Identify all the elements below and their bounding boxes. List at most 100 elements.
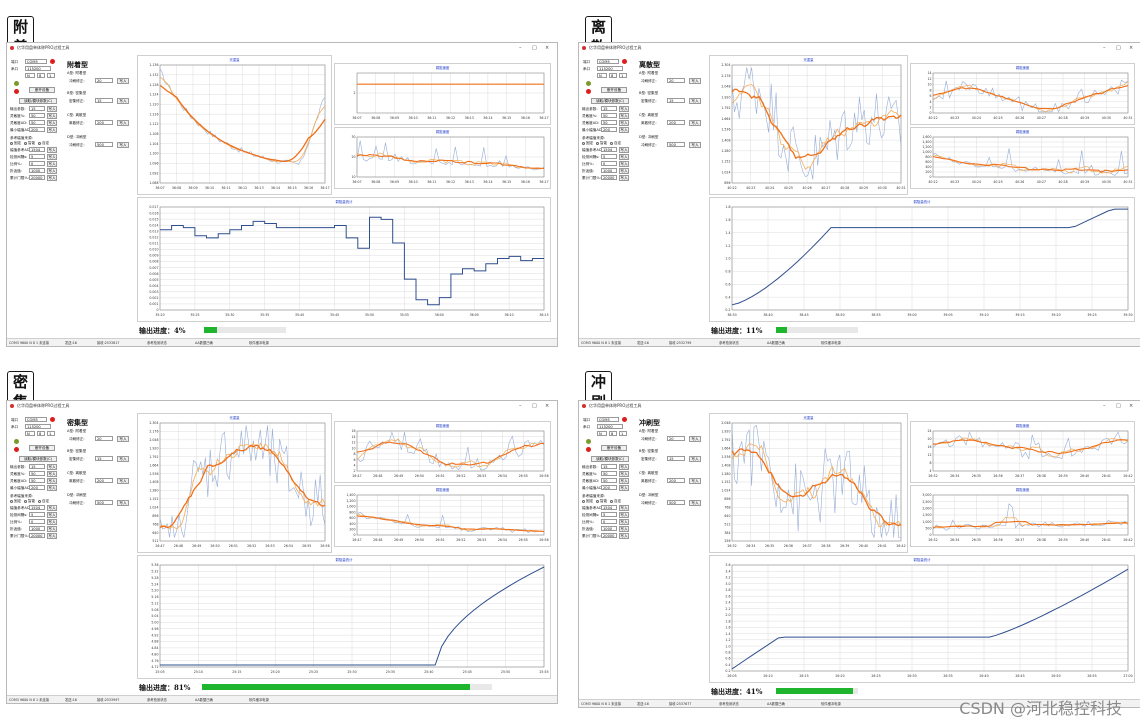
disconnect-button[interactable]: 断开设备 bbox=[29, 87, 55, 93]
a-correction-input[interactable]: 20 bbox=[667, 78, 685, 83]
d-write-button[interactable]: 写入 bbox=[689, 142, 701, 148]
d-correction-input[interactable]: 500 bbox=[95, 500, 113, 505]
c-correction-input[interactable]: 200 bbox=[95, 478, 113, 483]
databits-select[interactable]: 8 bbox=[37, 431, 45, 436]
sample-write-button[interactable]: 写入 bbox=[47, 526, 57, 532]
c-correction-input[interactable]: 200 bbox=[667, 478, 685, 483]
output-write-button[interactable]: 写入 bbox=[47, 106, 57, 112]
output-write-button[interactable]: 写入 bbox=[619, 464, 629, 470]
read-params-button[interactable]: 读取/模块参数(C) bbox=[19, 456, 57, 462]
databits-select[interactable]: 8 bbox=[37, 73, 45, 78]
radio-fixed[interactable] bbox=[10, 500, 13, 503]
read-params-button[interactable]: 读取/模块参数(C) bbox=[19, 98, 57, 104]
c-write-button[interactable]: 写入 bbox=[689, 478, 701, 484]
a-write-button[interactable]: 写入 bbox=[117, 78, 129, 84]
a-correction-input[interactable]: 20 bbox=[95, 78, 113, 83]
parity-select[interactable]: N bbox=[25, 431, 35, 436]
radio-fixed[interactable] bbox=[582, 142, 585, 145]
b-correction-input[interactable]: 15 bbox=[95, 98, 113, 103]
parity-select[interactable]: N bbox=[597, 431, 607, 436]
disconnect-button[interactable]: 断开设备 bbox=[601, 445, 627, 451]
close-icon[interactable]: × bbox=[1129, 45, 1134, 51]
port-select[interactable]: COM5 bbox=[25, 59, 47, 64]
bias-input[interactable]: 50 bbox=[601, 113, 617, 118]
sample-input[interactable]: 1000 bbox=[601, 526, 617, 531]
thresh-input[interactable]: 20000 bbox=[29, 175, 45, 180]
ref_ad-write-button[interactable]: 写入 bbox=[619, 147, 629, 153]
bias-input[interactable]: 50 bbox=[29, 471, 45, 476]
minimize-icon[interactable]: – bbox=[519, 45, 522, 51]
interval-input[interactable]: 5 bbox=[29, 154, 45, 159]
stopbits-select[interactable]: 1 bbox=[619, 431, 627, 436]
ref_ad-write-button[interactable]: 写入 bbox=[619, 505, 629, 511]
radio-smart[interactable] bbox=[596, 500, 599, 503]
bias-write-button[interactable]: 写入 bbox=[619, 113, 629, 119]
ref_ad-input[interactable]: 1504 bbox=[29, 505, 45, 510]
sample-write-button[interactable]: 写入 bbox=[47, 168, 57, 174]
interval-write-button[interactable]: 写入 bbox=[47, 154, 57, 160]
disconnect-button[interactable]: 断开设备 bbox=[29, 445, 55, 451]
a-write-button[interactable]: 写入 bbox=[689, 78, 701, 84]
nad-input[interactable]: 50 bbox=[29, 120, 45, 125]
databits-select[interactable]: 8 bbox=[609, 431, 617, 436]
maximize-icon[interactable]: □ bbox=[532, 45, 537, 51]
output-input[interactable]: 15 bbox=[601, 464, 617, 469]
stopbits-select[interactable]: 1 bbox=[619, 73, 627, 78]
d-write-button[interactable]: 写入 bbox=[689, 500, 701, 506]
thresh-write-button[interactable]: 写入 bbox=[47, 533, 57, 539]
d-correction-input[interactable]: 500 bbox=[667, 142, 685, 147]
minimize-icon[interactable]: – bbox=[519, 403, 522, 409]
d-write-button[interactable]: 写入 bbox=[117, 500, 129, 506]
ref_ad-write-button[interactable]: 写入 bbox=[47, 147, 57, 153]
radio-custom[interactable] bbox=[610, 500, 613, 503]
c-write-button[interactable]: 写入 bbox=[117, 478, 129, 484]
output-write-button[interactable]: 写入 bbox=[619, 106, 629, 112]
disconnect-button[interactable]: 断开设备 bbox=[601, 87, 627, 93]
parity-select[interactable]: N bbox=[25, 73, 35, 78]
bias-write-button[interactable]: 写入 bbox=[47, 471, 57, 477]
ratio-write-button[interactable]: 写入 bbox=[619, 161, 629, 167]
minimize-icon[interactable]: – bbox=[1103, 45, 1106, 51]
thresh-input[interactable]: 20000 bbox=[601, 533, 617, 538]
b-correction-input[interactable]: 15 bbox=[95, 456, 113, 461]
close-icon[interactable]: × bbox=[545, 45, 550, 51]
b-write-button[interactable]: 写入 bbox=[689, 98, 701, 104]
sample-input[interactable]: 1000 bbox=[29, 168, 45, 173]
min_ad-input[interactable]: 200 bbox=[601, 485, 617, 490]
radio-fixed[interactable] bbox=[10, 142, 13, 145]
interval-input[interactable]: 5 bbox=[601, 512, 617, 517]
bias-input[interactable]: 50 bbox=[29, 113, 45, 118]
nad-write-button[interactable]: 写入 bbox=[619, 478, 629, 484]
interval-input[interactable]: 5 bbox=[601, 154, 617, 159]
baud-select[interactable]: 115200 bbox=[25, 424, 51, 429]
read-params-button[interactable]: 读取/模块参数(C) bbox=[591, 456, 629, 462]
b-correction-input[interactable]: 15 bbox=[667, 98, 685, 103]
a-write-button[interactable]: 写入 bbox=[689, 436, 701, 442]
ratio-write-button[interactable]: 写入 bbox=[47, 161, 57, 167]
thresh-write-button[interactable]: 写入 bbox=[47, 175, 57, 181]
bias-input[interactable]: 50 bbox=[601, 471, 617, 476]
read-params-button[interactable]: 读取/模块参数(C) bbox=[591, 98, 629, 104]
nad-write-button[interactable]: 写入 bbox=[619, 120, 629, 126]
ref_ad-input[interactable]: 1504 bbox=[601, 505, 617, 510]
thresh-input[interactable]: 20000 bbox=[601, 175, 617, 180]
radio-smart[interactable] bbox=[24, 500, 27, 503]
maximize-icon[interactable]: □ bbox=[1116, 45, 1121, 51]
b-write-button[interactable]: 写入 bbox=[117, 456, 129, 462]
sample-write-button[interactable]: 写入 bbox=[619, 168, 629, 174]
c-write-button[interactable]: 写入 bbox=[689, 120, 701, 126]
ref_ad-write-button[interactable]: 写入 bbox=[47, 505, 57, 511]
maximize-icon[interactable]: □ bbox=[532, 403, 537, 409]
min_ad-input[interactable]: 200 bbox=[29, 127, 45, 132]
nad-input[interactable]: 50 bbox=[601, 478, 617, 483]
maximize-icon[interactable]: □ bbox=[1116, 403, 1121, 409]
c-correction-input[interactable]: 200 bbox=[667, 120, 685, 125]
nad-input[interactable]: 50 bbox=[29, 478, 45, 483]
port-select[interactable]: COM5 bbox=[597, 417, 619, 422]
databits-select[interactable]: 8 bbox=[609, 73, 617, 78]
interval-write-button[interactable]: 写入 bbox=[619, 512, 629, 518]
radio-custom[interactable] bbox=[38, 500, 41, 503]
ratio-input[interactable]: 0 bbox=[601, 161, 617, 166]
b-write-button[interactable]: 写入 bbox=[117, 98, 129, 104]
sample-write-button[interactable]: 写入 bbox=[619, 526, 629, 532]
